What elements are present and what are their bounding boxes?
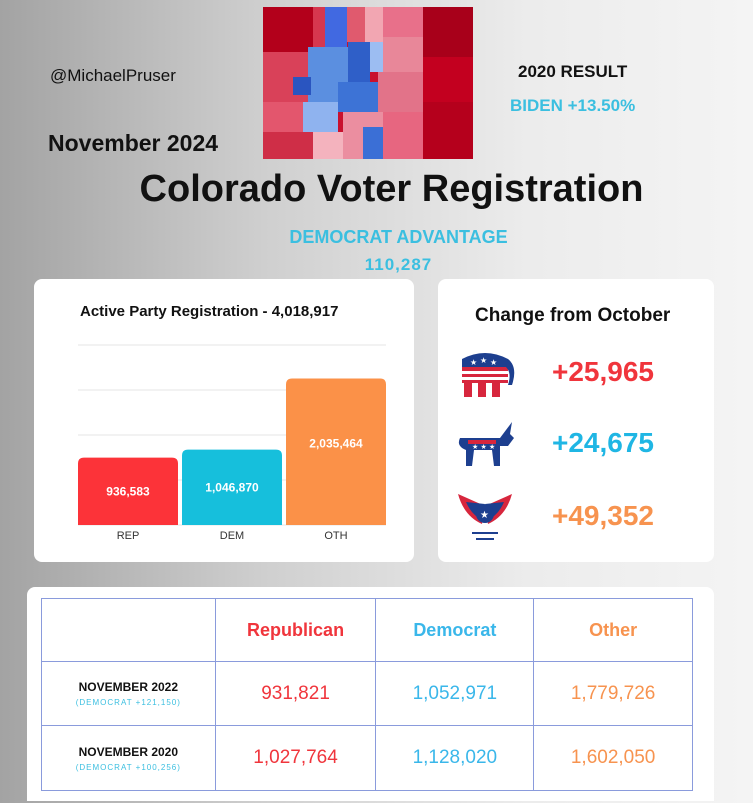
party-registration-bar-chart: 936,583 REP 1,046,870 DEM 2,035,464 OTH: [78, 344, 386, 542]
chart-title: Active Party Registration - 4,018,917: [80, 303, 339, 320]
table-row: NOVEMBER 2020 (DEMOCRAT +100,256) 1,027,…: [41, 725, 693, 791]
table-header-row: Republican Democrat Other: [41, 598, 693, 662]
cell-other: 1,602,050: [533, 725, 693, 791]
author-handle: @MichaelPruser: [50, 66, 176, 85]
eagle-icon: ★: [458, 494, 512, 540]
colorado-county-map: [263, 7, 473, 159]
change-value-republican: +25,965: [552, 356, 654, 387]
row-label-cell: NOVEMBER 2020 (DEMOCRAT +100,256): [41, 725, 216, 791]
cell-democrat: 1,128,020: [375, 725, 535, 791]
row-label: NOVEMBER 2020: [78, 744, 179, 759]
header-other: Other: [533, 598, 693, 662]
cell-democrat: 1,052,971: [375, 661, 535, 726]
bar-value-label: 936,583: [106, 484, 150, 498]
republican-elephant-icon: ★ ★ ★: [462, 353, 515, 397]
result-value: BIDEN +13.50%: [510, 96, 636, 115]
svg-text:★: ★: [480, 356, 487, 365]
bar-value-label: 2,035,464: [309, 436, 363, 450]
table-row: NOVEMBER 2022 (DEMOCRAT +121,150) 931,82…: [41, 661, 693, 726]
row-label-cell: NOVEMBER 2022 (DEMOCRAT +121,150): [41, 661, 216, 726]
header-democrat: Democrat: [375, 598, 535, 662]
category-label: REP: [117, 530, 140, 542]
svg-text:★: ★: [490, 358, 497, 367]
change-title: Change from October: [475, 305, 671, 326]
row-sublabel: (DEMOCRAT +121,150): [75, 698, 181, 707]
category-label: OTH: [324, 530, 347, 542]
svg-text:★ ★ ★: ★ ★ ★: [472, 443, 495, 451]
registration-history-table: Republican Democrat Other NOVEMBER 2022 …: [41, 598, 693, 791]
row-label: NOVEMBER 2022: [78, 680, 179, 694]
change-value-democrat: +24,675: [552, 427, 654, 458]
advantage-label: DEMOCRAT ADVANTAGE: [289, 227, 508, 247]
bar-oth: [286, 378, 386, 525]
page-title: Colorado Voter Registration: [139, 168, 644, 210]
cell-republican: 931,821: [214, 661, 377, 726]
bar-value-label: 1,046,870: [205, 480, 259, 494]
cell-other: 1,779,726: [533, 661, 693, 726]
svg-text:★: ★: [470, 358, 477, 367]
table-corner-cell: [41, 598, 216, 662]
header-republican: Republican: [214, 598, 377, 662]
category-label: DEM: [220, 530, 244, 542]
bar-dem: [182, 449, 282, 525]
advantage-value: 110,287: [364, 255, 433, 274]
cell-republican: 1,027,764: [214, 725, 377, 791]
report-month: November 2024: [48, 130, 219, 156]
row-sublabel: (DEMOCRAT +100,256): [75, 762, 181, 772]
democrat-donkey-icon: ★ ★ ★: [458, 422, 514, 466]
bar-rep: [78, 457, 178, 525]
change-value-other: +49,352: [552, 500, 654, 531]
result-label: 2020 RESULT: [518, 62, 628, 81]
svg-text:★: ★: [480, 510, 489, 521]
